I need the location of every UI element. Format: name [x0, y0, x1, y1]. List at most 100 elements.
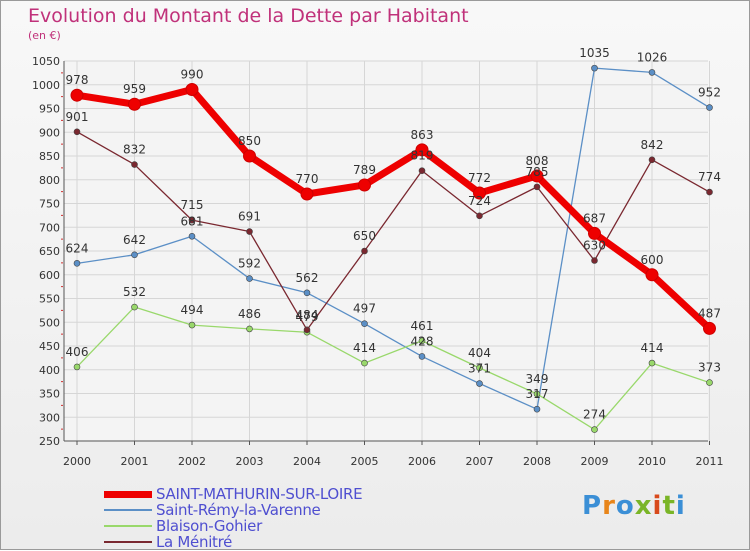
x-tick-label: 2009 — [581, 455, 609, 468]
x-tick-label: 2007 — [466, 455, 494, 468]
data-point — [361, 359, 368, 367]
data-point — [246, 275, 253, 282]
data-point — [128, 97, 141, 111]
x-tick-label: 2000 — [63, 455, 91, 468]
data-label: 863 — [411, 128, 434, 142]
y-tick-label: 550 — [39, 293, 60, 306]
data-label: 274 — [583, 408, 606, 422]
y-tick-label: 800 — [39, 174, 60, 187]
y-tick-label: 750 — [39, 198, 60, 211]
data-label: 371 — [468, 362, 491, 376]
y-tick-label: 1000 — [32, 79, 60, 92]
data-point — [591, 257, 598, 264]
x-tick-label: 2008 — [523, 455, 551, 468]
data-point — [185, 83, 199, 96]
y-tick-label: 650 — [39, 245, 60, 258]
data-label: 414 — [353, 341, 376, 355]
data-label: 808 — [526, 154, 549, 168]
proxiti-logo: Proxiti — [582, 491, 686, 521]
series-line-0 — [73, 86, 713, 332]
data-label: 952 — [698, 86, 721, 100]
legend-label: Blaison-Gohier — [156, 517, 262, 535]
series-line-2 — [76, 306, 711, 431]
data-point — [188, 232, 196, 240]
data-point — [476, 212, 483, 220]
data-point — [188, 216, 196, 224]
legend-item: Saint-Rémy-la-Varenne — [104, 501, 362, 519]
y-tick-label: 600 — [39, 269, 60, 282]
x-tick-label: 2005 — [351, 455, 379, 468]
data-point — [648, 359, 656, 367]
data-point — [533, 405, 541, 413]
x-tick-label: 2004 — [293, 455, 321, 468]
data-label: 624 — [66, 241, 89, 255]
data-label: 774 — [698, 170, 721, 184]
data-label: 901 — [66, 110, 89, 124]
data-label: 532 — [123, 285, 146, 299]
series-line-1 — [76, 67, 711, 410]
y-tick-label: 850 — [39, 150, 60, 163]
data-label: 959 — [123, 82, 146, 96]
data-point — [706, 379, 713, 386]
data-label: 819 — [411, 149, 434, 163]
legend-swatch — [104, 541, 152, 543]
legend-item: SAINT-MATHURIN-SUR-LOIRE — [104, 485, 363, 503]
data-point — [131, 251, 138, 259]
data-point — [476, 364, 483, 372]
data-label: 461 — [411, 319, 434, 333]
data-point — [530, 169, 544, 183]
data-point — [73, 260, 81, 267]
data-label: 349 — [526, 372, 549, 386]
data-point — [303, 289, 311, 297]
y-tick-label: 350 — [39, 388, 60, 401]
data-label: 486 — [238, 307, 261, 321]
data-label: 842 — [641, 138, 664, 152]
data-point — [473, 186, 486, 200]
data-point — [73, 363, 81, 371]
data-label: 494 — [181, 303, 204, 317]
data-label: 1035 — [579, 46, 610, 60]
data-label: 770 — [296, 172, 319, 186]
data-point — [415, 143, 429, 157]
data-point — [706, 188, 713, 196]
data-point — [588, 226, 601, 240]
data-label: 1026 — [637, 50, 668, 64]
data-label: 832 — [123, 143, 146, 157]
legend-item: Blaison-Gohier — [104, 517, 362, 535]
y-tick-label: 900 — [39, 126, 60, 139]
legend-item: La Ménitré — [104, 533, 362, 551]
data-label: 785 — [526, 165, 549, 179]
data-label: 484 — [296, 308, 319, 322]
x-tick-label: 2002 — [178, 455, 206, 468]
y-tick-label: 250 — [39, 435, 60, 448]
data-label: 406 — [66, 345, 89, 359]
x-tick-label: 2003 — [236, 455, 264, 468]
data-label: 650 — [353, 229, 376, 243]
data-label: 317 — [526, 387, 549, 401]
data-label: 642 — [123, 233, 146, 247]
legend: SAINT-MATHURIN-SUR-LOIRE Saint-Rémy-la-Va… — [104, 485, 363, 551]
x-tick-label: 2010 — [638, 455, 666, 468]
y-tick-label: 300 — [39, 411, 60, 424]
data-point — [703, 321, 716, 335]
data-point — [418, 353, 426, 360]
data-label: 414 — [641, 341, 664, 355]
data-point — [361, 320, 368, 327]
data-point — [648, 156, 656, 164]
y-tick-label: 950 — [39, 103, 60, 116]
data-point — [706, 104, 713, 111]
y-tick-label: 1050 — [32, 55, 60, 68]
data-point — [645, 268, 659, 282]
legend-label: La Ménitré — [156, 533, 233, 551]
data-point — [131, 303, 138, 311]
data-label: 789 — [353, 163, 376, 177]
data-point — [591, 64, 598, 72]
data-point — [361, 247, 368, 255]
data-point — [300, 187, 314, 201]
data-label: 978 — [66, 73, 89, 87]
data-point — [73, 128, 81, 136]
data-point — [70, 88, 84, 102]
data-label: 592 — [238, 257, 261, 271]
